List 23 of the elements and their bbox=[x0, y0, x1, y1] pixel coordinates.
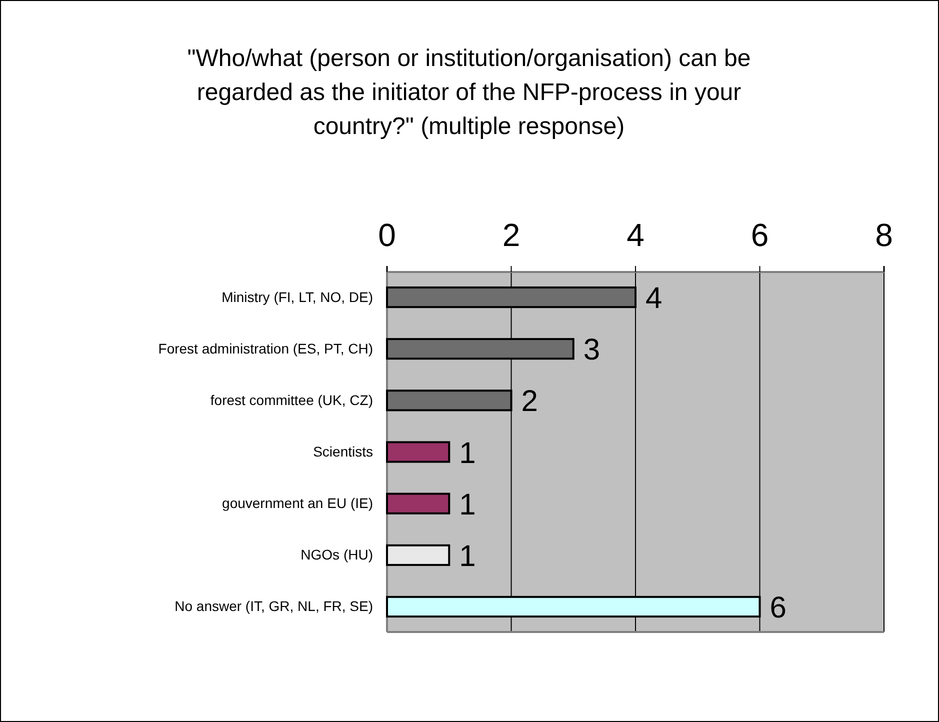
y-tick-label: Forest administration (ES, PT, CH) bbox=[158, 340, 373, 357]
bar bbox=[386, 441, 450, 463]
data-label: 6 bbox=[770, 592, 786, 625]
y-tick-label: forest committee (UK, CZ) bbox=[210, 392, 373, 408]
chart-title: "Who/what (person or institution/organisation) can be regarded as the initiator of the NFP-process in your country?" (multiple response) bbox=[187, 45, 751, 140]
data-label: 1 bbox=[459, 540, 476, 573]
y-tick-label: Ministry (FI, LT, NO, DE) bbox=[222, 289, 373, 306]
x-tick-label: 0 bbox=[378, 217, 396, 253]
bar bbox=[386, 492, 450, 514]
y-tick-label: gouvernment an EU (IE) bbox=[222, 494, 373, 511]
x-tick-label: 4 bbox=[626, 217, 644, 253]
y-tick-label: Scientists bbox=[313, 443, 373, 460]
data-label: 2 bbox=[521, 385, 538, 418]
x-tick-label: 2 bbox=[502, 217, 520, 253]
x-tick-label: 6 bbox=[750, 217, 769, 253]
data-label: 1 bbox=[459, 436, 476, 470]
data-label: 4 bbox=[646, 282, 662, 316]
data-label: 3 bbox=[583, 334, 600, 367]
data-label: 1 bbox=[459, 488, 476, 522]
y-tick-label: No answer (IT, GR, NL, FR, SE) bbox=[174, 598, 373, 614]
y-tick-label: NGOs (HU) bbox=[300, 546, 373, 562]
bar bbox=[386, 544, 450, 566]
x-tick-label: 8 bbox=[875, 217, 893, 253]
